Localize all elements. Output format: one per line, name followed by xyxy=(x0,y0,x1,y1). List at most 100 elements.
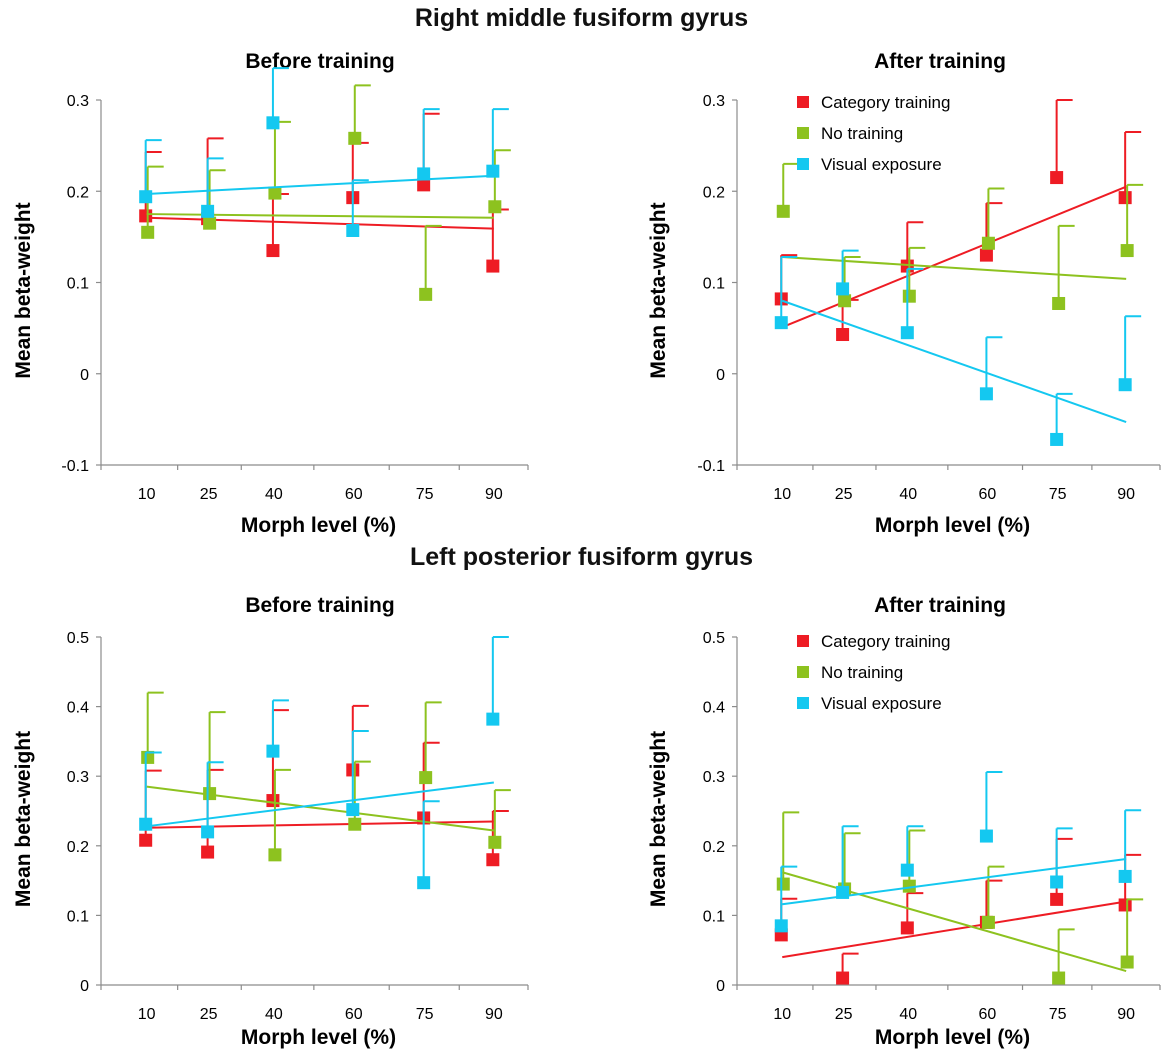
data-point xyxy=(900,921,914,935)
data-point xyxy=(486,712,500,726)
legend: Category training No training Visual expos… xyxy=(797,632,950,713)
y-axis-label: Mean beta-weight xyxy=(647,731,670,907)
x-tick-label: 25 xyxy=(200,486,218,503)
x-tick-label: 90 xyxy=(1117,1006,1135,1023)
data-point xyxy=(979,829,993,843)
y-tick-label: 0.4 xyxy=(703,700,725,717)
x-axis-label: Morph level (%) xyxy=(241,514,396,537)
data-point xyxy=(1050,171,1064,185)
x-tick-label: 40 xyxy=(265,486,283,503)
data-point xyxy=(348,131,362,145)
data-point xyxy=(836,885,850,899)
data-point xyxy=(266,244,280,258)
y-tick-label: -0.1 xyxy=(61,458,89,475)
x-tick-label: 10 xyxy=(773,486,791,503)
x-tick-label: 40 xyxy=(265,1006,283,1023)
data-point xyxy=(419,287,433,301)
data-point xyxy=(979,387,993,401)
data-point xyxy=(139,190,153,204)
data-point xyxy=(776,877,790,891)
data-point xyxy=(1118,898,1132,912)
fit-line xyxy=(146,781,494,828)
x-tick-label: 75 xyxy=(416,1006,434,1023)
data-point xyxy=(419,771,433,785)
data-point xyxy=(981,915,995,929)
data-point xyxy=(139,833,153,847)
x-tick-label: 40 xyxy=(899,1006,917,1023)
data-point xyxy=(774,919,788,933)
legend-swatch xyxy=(797,96,809,108)
data-point xyxy=(417,876,431,890)
y-tick-label: 0.4 xyxy=(67,700,89,717)
data-point xyxy=(902,289,916,303)
series-no-training xyxy=(141,691,511,862)
data-point xyxy=(836,971,850,985)
data-point xyxy=(417,167,431,181)
legend-label: Category training xyxy=(821,93,950,112)
fit-line xyxy=(146,216,494,230)
data-point xyxy=(139,209,153,223)
legend-swatch xyxy=(797,127,809,139)
y-tick-label: 0.1 xyxy=(67,908,89,925)
data-point xyxy=(902,879,916,893)
legend-swatch xyxy=(797,158,809,170)
y-tick-label: 0.2 xyxy=(703,184,725,201)
x-tick-label: 90 xyxy=(485,1006,503,1023)
x-tick-label: 10 xyxy=(138,486,156,503)
x-axis-label: Morph level (%) xyxy=(875,514,1030,537)
data-point xyxy=(346,223,360,237)
panel-title: After training xyxy=(874,594,1006,617)
panel-title: Before training xyxy=(245,50,394,73)
y-tick-label: 0.5 xyxy=(703,630,725,647)
data-point xyxy=(1118,378,1132,392)
y-axis-label: Mean beta-weight xyxy=(12,731,35,907)
data-point xyxy=(486,853,500,867)
y-tick-label: 0.1 xyxy=(703,276,725,293)
legend-label: Visual exposure xyxy=(821,694,942,713)
y-tick-label: 0.1 xyxy=(67,276,89,293)
data-point xyxy=(1120,955,1134,969)
y-tick-label: 0.3 xyxy=(67,769,89,786)
legend-label: Visual exposure xyxy=(821,155,942,174)
data-point xyxy=(348,817,362,831)
data-point xyxy=(979,248,993,262)
data-point xyxy=(1050,892,1064,906)
series-visual-exposure xyxy=(139,636,509,890)
data-point xyxy=(488,835,502,849)
section-title-left-posterior-fusiform: Left posterior fusiform gyrus xyxy=(409,543,754,571)
data-point xyxy=(776,204,790,218)
panel-1-1: After training 0 0.1 0.2 0.3 0.4 0.5 10 25 40 60 75… xyxy=(647,594,1161,1049)
data-point xyxy=(141,750,155,764)
x-tick-label: 90 xyxy=(485,486,503,503)
series-category-training xyxy=(139,704,509,867)
panel-title: After training xyxy=(874,50,1006,73)
fit-line xyxy=(782,858,1127,906)
series-no-training xyxy=(776,162,1144,310)
x-tick-label: 25 xyxy=(835,486,853,503)
data-point xyxy=(1120,244,1134,258)
legend-label: Category training xyxy=(821,632,950,651)
data-point xyxy=(900,326,914,340)
data-point xyxy=(268,186,282,200)
series-category-training xyxy=(139,112,509,273)
data-point xyxy=(201,204,215,218)
data-point xyxy=(141,225,155,239)
data-point xyxy=(139,817,153,831)
y-axis-label: Mean beta-weight xyxy=(12,202,35,378)
x-tick-label: 90 xyxy=(1117,486,1135,503)
legend-swatch xyxy=(797,635,809,647)
data-point xyxy=(900,863,914,877)
y-tick-label: 0.3 xyxy=(67,93,89,110)
data-point xyxy=(266,744,280,758)
fit-line xyxy=(782,900,1127,959)
data-point xyxy=(417,178,431,192)
legend-label: No training xyxy=(821,124,903,143)
data-point xyxy=(1118,191,1132,205)
series-no-training xyxy=(776,811,1144,985)
data-point xyxy=(1052,296,1066,310)
series-visual-exposure xyxy=(139,67,509,237)
data-point xyxy=(774,316,788,330)
data-point xyxy=(203,787,217,801)
data-point xyxy=(488,200,502,214)
